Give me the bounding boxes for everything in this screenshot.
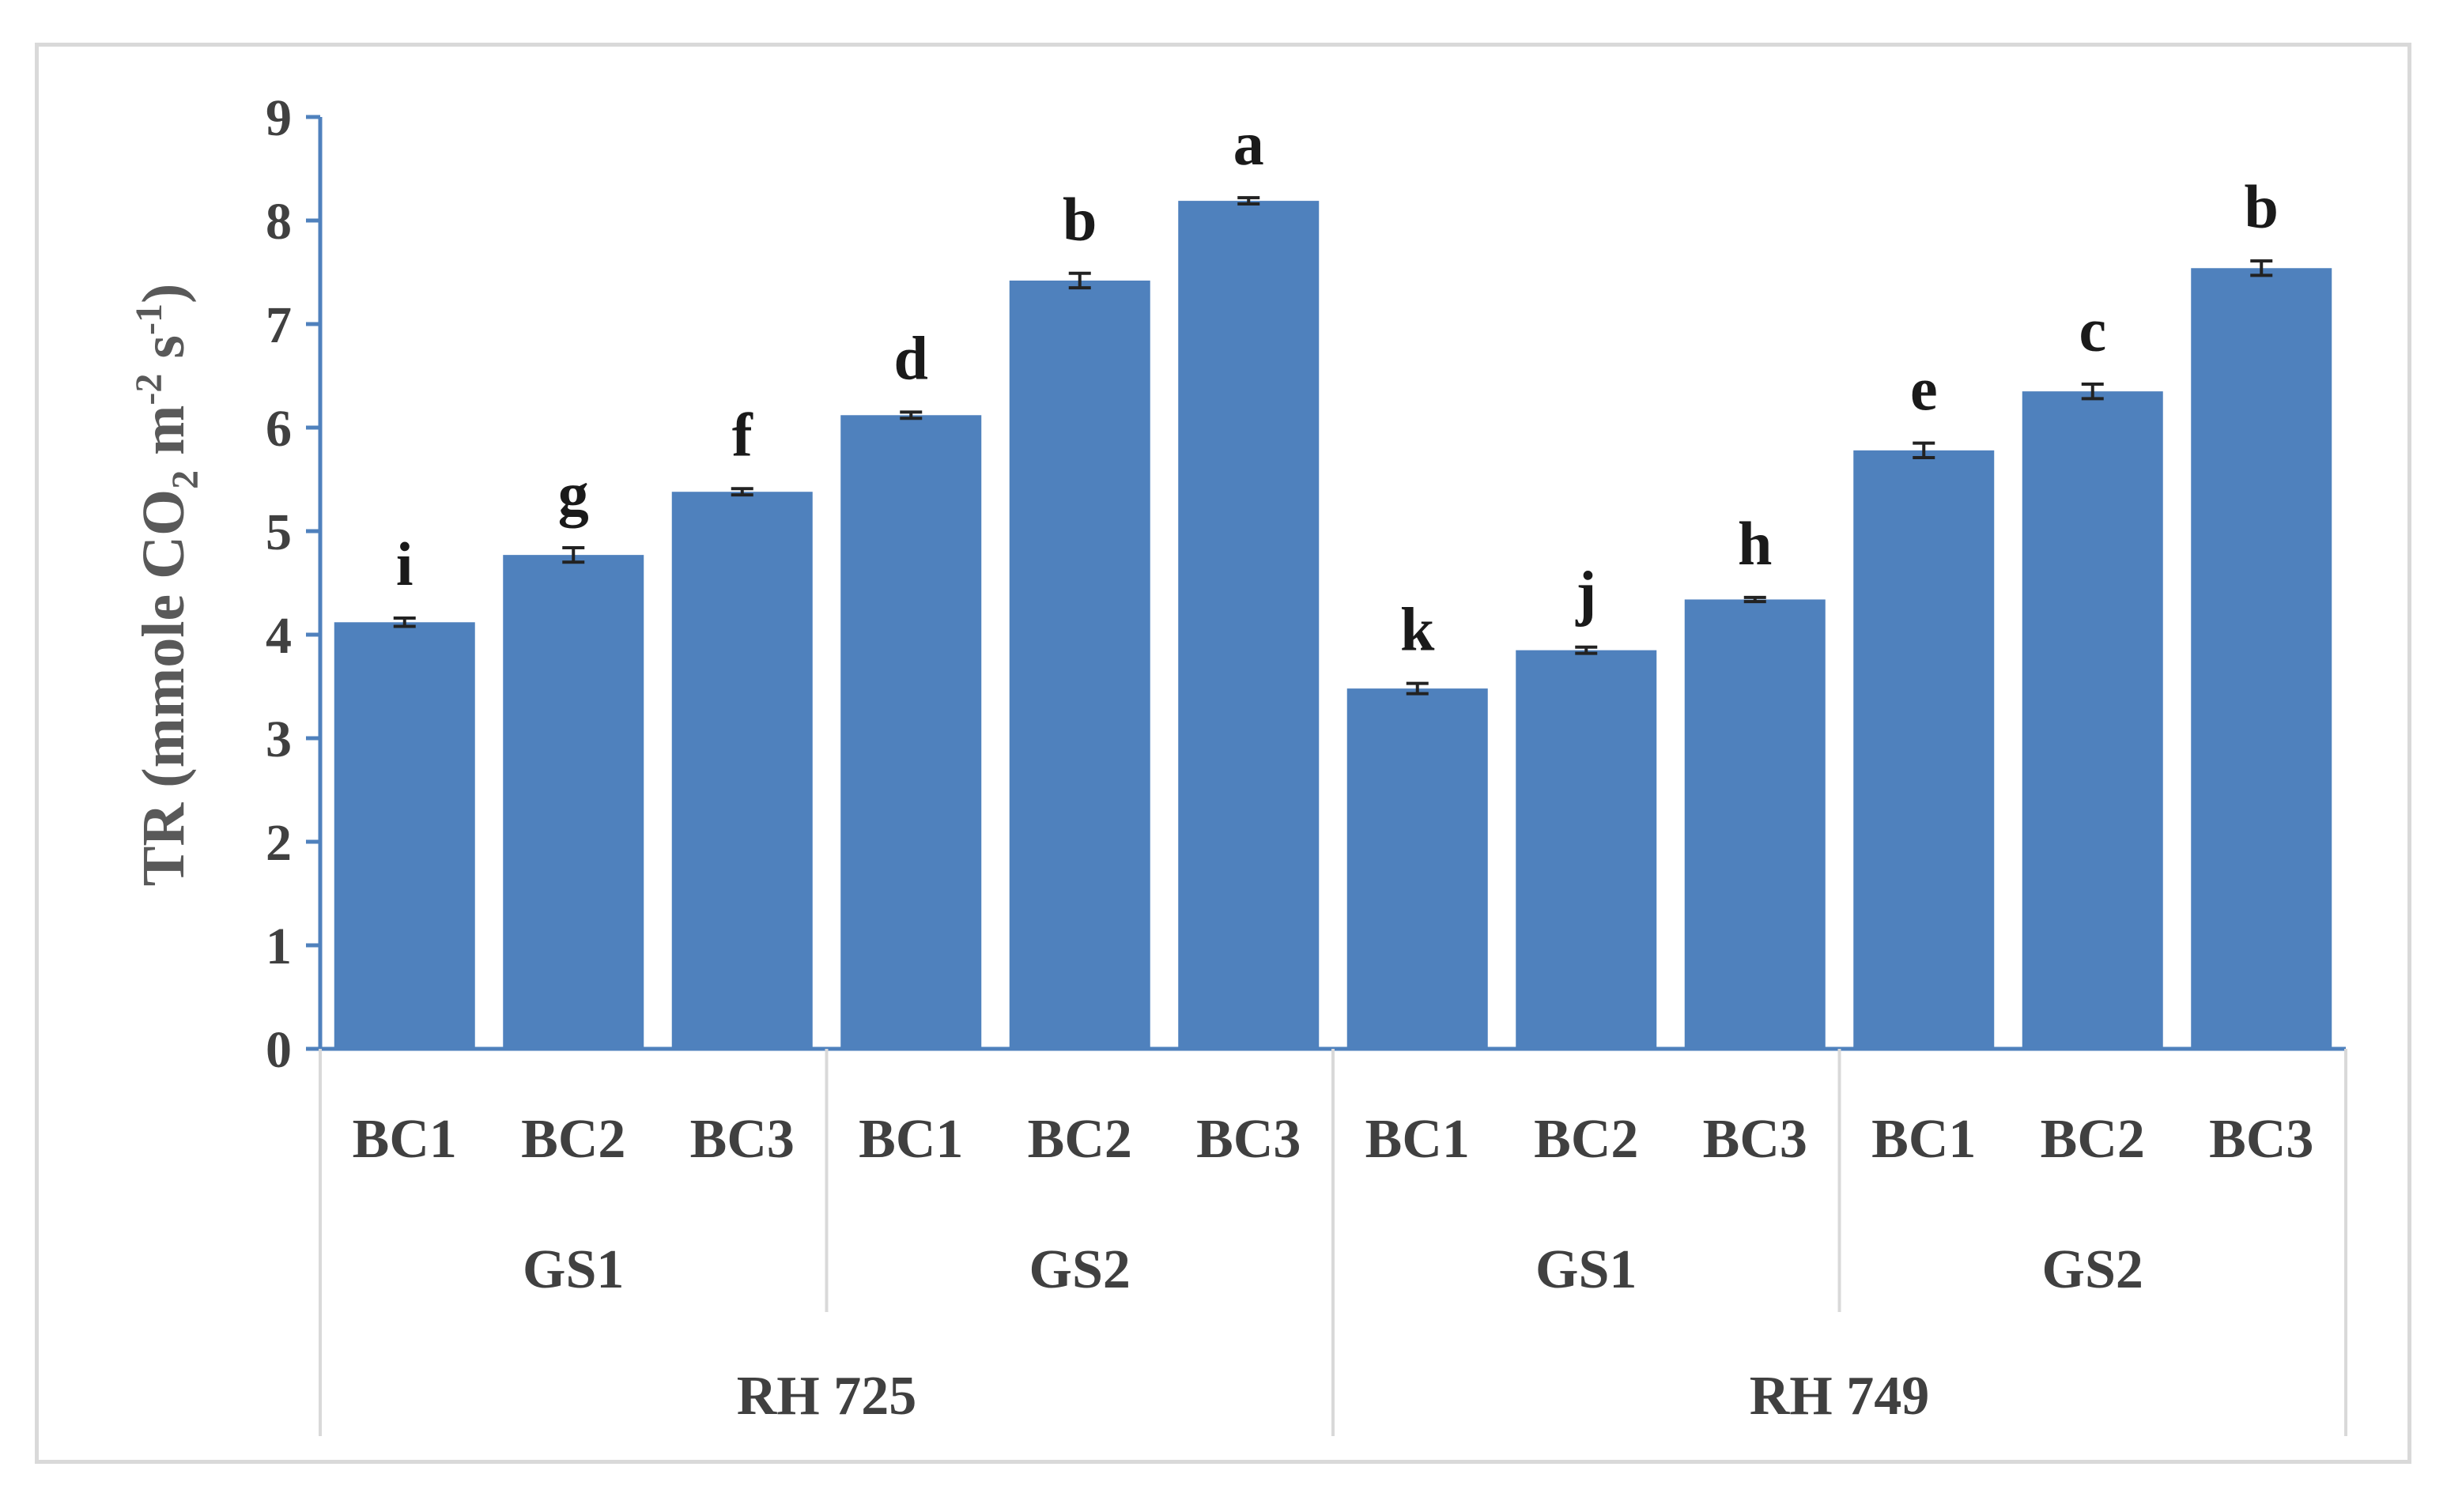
y-tick-label: 3 [266, 711, 292, 768]
error-bar [393, 616, 416, 628]
error-bar [2081, 382, 2104, 401]
x-tick-label: BC2 [1028, 1109, 1132, 1170]
bar [1853, 450, 1995, 1049]
y-tick-label: 2 [266, 814, 292, 872]
error-bar [1743, 595, 1766, 604]
bar [1009, 280, 1150, 1050]
significance-label: j [1575, 559, 1596, 628]
bar [1178, 201, 1320, 1050]
x-tick-label: BC1 [859, 1109, 963, 1170]
group-label-level1: GS1 [523, 1239, 624, 1300]
x-tick-label: BC1 [1365, 1109, 1470, 1170]
y-tick-label: 9 [266, 89, 292, 147]
x-tick-label: BC3 [1703, 1109, 1807, 1170]
error-bar [1068, 271, 1091, 290]
significance-label: a [1233, 109, 1264, 178]
significance-label: c [2079, 296, 2106, 364]
significance-label: f [732, 400, 753, 469]
significance-labels: i g f d b a k j h e c b [396, 109, 2279, 663]
error-bars [393, 196, 2273, 696]
bar [671, 492, 813, 1049]
significance-label: b [1063, 185, 1097, 254]
error-bar [1913, 441, 1935, 459]
bar [1346, 688, 1488, 1049]
error-bar [1237, 196, 1260, 206]
x-tick-label: BC1 [353, 1109, 457, 1170]
bar [840, 415, 982, 1049]
y-ticks: 0 1 2 3 4 5 6 7 8 9 [266, 89, 320, 1079]
error-bar [562, 545, 585, 564]
y-axis-title: TR (mmole CO2 m-2 s-1) [128, 284, 206, 887]
x-tick-label: BC2 [1534, 1109, 1638, 1170]
group-label-level1: GS2 [2042, 1239, 2143, 1300]
y-tick-label: 7 [266, 296, 292, 354]
x-tick-label: BC2 [2041, 1109, 2145, 1170]
significance-label: b [2245, 172, 2279, 241]
bar [1684, 599, 1826, 1049]
error-bar [2250, 259, 2273, 277]
significance-label: i [396, 530, 413, 598]
bar [2022, 391, 2163, 1049]
y-tick-label: 1 [266, 918, 292, 975]
bar [334, 622, 475, 1049]
bar [1516, 650, 1657, 1049]
error-bar [900, 410, 923, 420]
bars [334, 201, 2332, 1050]
group-label-level1: GS2 [1029, 1239, 1131, 1300]
x-tick-label: BC3 [1196, 1109, 1301, 1170]
group-label-level2: RH 749 [1750, 1366, 1930, 1427]
bar [2191, 268, 2332, 1049]
y-tick-label: 4 [266, 607, 292, 665]
y-tick-label: 0 [266, 1021, 292, 1079]
x-tick-label: BC2 [521, 1109, 625, 1170]
significance-label: d [894, 323, 928, 392]
significance-label: h [1738, 509, 1772, 578]
significance-label: e [1910, 355, 1938, 424]
error-bar [731, 487, 753, 497]
group-label-level1: GS1 [1535, 1239, 1637, 1300]
significance-label: g [558, 459, 589, 528]
x-tick-label: BC1 [1871, 1109, 1976, 1170]
y-tick-label: 5 [266, 503, 292, 561]
significance-label: k [1400, 595, 1435, 664]
x-axis-labels: BC1 BC2 BC3 BC1 BC2 BC3 BC1 BC2 BC3 BC1 BC2 BC3 GS1 G… [319, 1049, 2347, 1436]
group-label-level2: RH 725 [737, 1366, 917, 1427]
error-bar [1406, 681, 1429, 696]
x-tick-label: BC3 [690, 1109, 795, 1170]
y-tick-label: 6 [266, 400, 292, 458]
bar [503, 555, 644, 1049]
y-tick-label: 8 [266, 193, 292, 251]
x-tick-label: BC3 [2209, 1109, 2313, 1170]
error-bar [1575, 645, 1598, 655]
